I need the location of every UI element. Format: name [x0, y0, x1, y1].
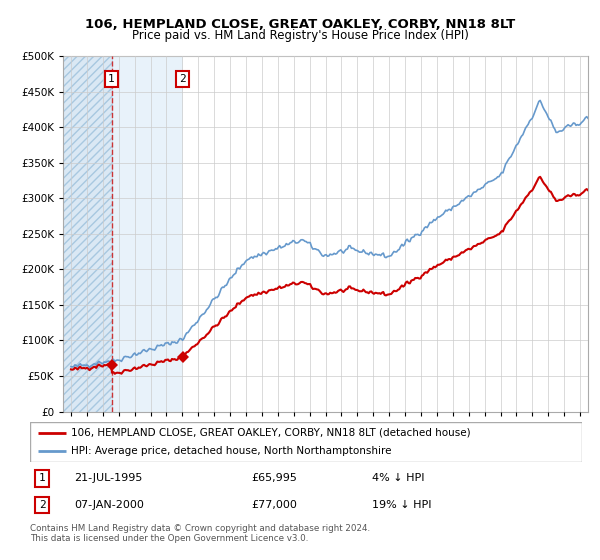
Bar [112, 56, 182, 412]
Text: 2: 2 [39, 500, 46, 510]
Text: Contains HM Land Registry data © Crown copyright and database right 2024.
This d: Contains HM Land Registry data © Crown c… [30, 524, 370, 543]
Bar [182, 56, 588, 412]
Text: Price paid vs. HM Land Registry's House Price Index (HPI): Price paid vs. HM Land Registry's House … [131, 29, 469, 42]
Text: 19% ↓ HPI: 19% ↓ HPI [372, 500, 432, 510]
Bar [63, 56, 112, 412]
Text: 1: 1 [39, 473, 46, 483]
Text: HPI: Average price, detached house, North Northamptonshire: HPI: Average price, detached house, Nort… [71, 446, 392, 456]
Text: 07-JAN-2000: 07-JAN-2000 [74, 500, 144, 510]
Text: 106, HEMPLAND CLOSE, GREAT OAKLEY, CORBY, NN18 8LT: 106, HEMPLAND CLOSE, GREAT OAKLEY, CORBY… [85, 18, 515, 31]
Text: £65,995: £65,995 [251, 473, 296, 483]
Text: 106, HEMPLAND CLOSE, GREAT OAKLEY, CORBY, NN18 8LT (detached house): 106, HEMPLAND CLOSE, GREAT OAKLEY, CORBY… [71, 428, 471, 437]
Bar [63, 56, 112, 412]
Text: 4% ↓ HPI: 4% ↓ HPI [372, 473, 425, 483]
Text: 2: 2 [179, 74, 186, 84]
Text: 21-JUL-1995: 21-JUL-1995 [74, 473, 143, 483]
Text: 1: 1 [108, 74, 115, 84]
Text: £77,000: £77,000 [251, 500, 296, 510]
FancyBboxPatch shape [30, 422, 582, 462]
